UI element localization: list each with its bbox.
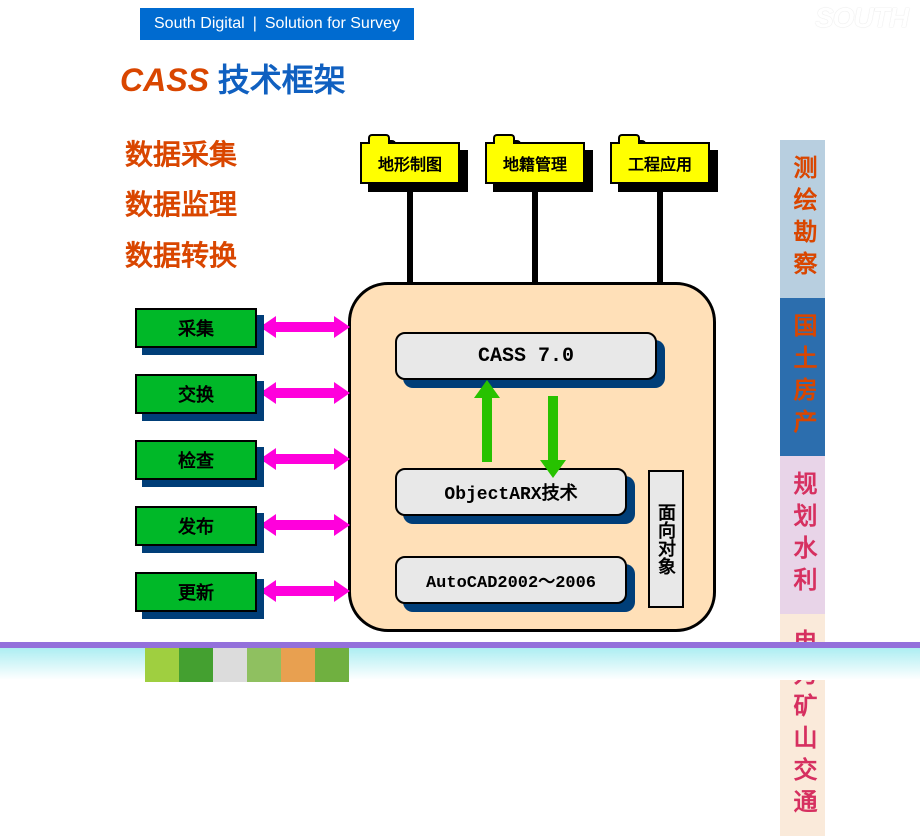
action-box: 更新 bbox=[135, 572, 257, 612]
connector-line bbox=[407, 185, 413, 283]
bottom-patterns bbox=[145, 648, 349, 682]
vertical-label-box: 面向对象 bbox=[648, 470, 684, 608]
connector-line bbox=[532, 185, 538, 283]
arrowhead bbox=[474, 380, 500, 398]
action-label: 发布 bbox=[135, 506, 257, 546]
right-strip-cell: 国土房产 bbox=[780, 298, 825, 456]
pattern-tile bbox=[281, 648, 315, 682]
action-label: 更新 bbox=[135, 572, 257, 612]
folder-label: 工程应用 bbox=[610, 142, 710, 184]
arrowhead bbox=[540, 460, 566, 478]
arrow-green bbox=[548, 396, 558, 462]
action-box: 交换 bbox=[135, 374, 257, 414]
arrow-green bbox=[482, 396, 492, 462]
action-label: 采集 bbox=[135, 308, 257, 348]
arrow-magenta bbox=[274, 454, 336, 464]
core-label: CASS 7.0 bbox=[395, 332, 657, 380]
arrow-magenta bbox=[274, 520, 336, 530]
right-strip: 测绘勘察国土房产规划水利电力矿山交通 bbox=[780, 140, 825, 836]
core-label: AutoCAD2002～2006 bbox=[395, 556, 627, 604]
bottom-gradient bbox=[0, 648, 920, 680]
action-label: 交换 bbox=[135, 374, 257, 414]
core-box: ObjectARX技术 bbox=[395, 468, 627, 516]
folder-box: 地籍管理 bbox=[485, 142, 585, 184]
pattern-tile bbox=[315, 648, 349, 682]
right-strip-cell: 测绘勘察 bbox=[780, 140, 825, 298]
action-label: 检查 bbox=[135, 440, 257, 480]
pattern-tile bbox=[179, 648, 213, 682]
arrow-magenta bbox=[274, 388, 336, 398]
core-box: AutoCAD2002～2006 bbox=[395, 556, 627, 604]
action-box: 采集 bbox=[135, 308, 257, 348]
arrow-magenta bbox=[274, 586, 336, 596]
arrowhead bbox=[334, 382, 350, 404]
arrowhead bbox=[334, 514, 350, 536]
folder-box: 工程应用 bbox=[610, 142, 710, 184]
right-strip-cell: 规划水利 bbox=[780, 456, 825, 614]
pattern-tile bbox=[247, 648, 281, 682]
arrowhead bbox=[334, 580, 350, 602]
folder-label: 地籍管理 bbox=[485, 142, 585, 184]
arrowhead bbox=[334, 316, 350, 338]
connector-line bbox=[657, 185, 663, 283]
pattern-tile bbox=[145, 648, 179, 682]
pattern-tile bbox=[213, 648, 247, 682]
arrow-magenta bbox=[274, 322, 336, 332]
folder-box: 地形制图 bbox=[360, 142, 460, 184]
arrowhead bbox=[334, 448, 350, 470]
bottom-bar bbox=[0, 642, 920, 682]
action-box: 检查 bbox=[135, 440, 257, 480]
core-box: CASS 7.0 bbox=[395, 332, 657, 380]
core-label: ObjectARX技术 bbox=[395, 468, 627, 516]
action-box: 发布 bbox=[135, 506, 257, 546]
folder-label: 地形制图 bbox=[360, 142, 460, 184]
